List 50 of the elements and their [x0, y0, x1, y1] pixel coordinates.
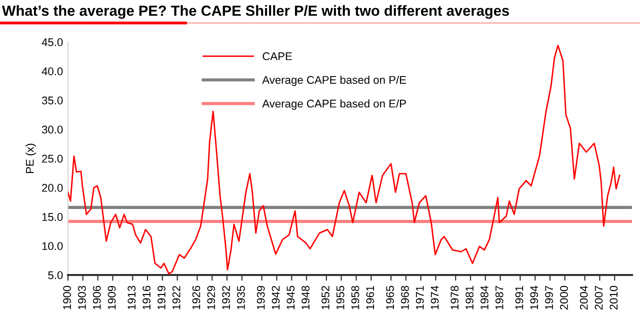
y-tick-label: 45.0: [42, 38, 63, 46]
x-tick-label: 1935: [237, 286, 245, 310]
x-tick-label: 1994: [530, 286, 538, 310]
x-tick-label: 1919: [158, 286, 166, 310]
y-tick-label: 15.0: [42, 213, 63, 221]
x-tick-label: 1948: [302, 286, 310, 310]
x-tick-label: 1968: [401, 286, 409, 310]
x-tick-label: 2004: [580, 286, 588, 310]
x-tick-label: 2007: [594, 286, 603, 310]
x-tick-label: 1932: [222, 286, 230, 310]
x-tick-label: 2010: [610, 286, 618, 310]
x-tick-label: 1903: [78, 286, 86, 310]
x-tick-label: 2000: [560, 286, 568, 310]
x-tick-label: 1906: [92, 286, 101, 310]
y-tick-label: 35.0: [42, 96, 63, 104]
x-tick-label: 1909: [108, 286, 116, 310]
legend-label: Average CAPE based on P/E: [262, 76, 406, 86]
x-tick-label: 1942: [272, 286, 280, 310]
x-tick-label: 1974: [430, 286, 439, 310]
x-tick-label: 1984: [480, 286, 488, 310]
y-tick-label: 5.0: [48, 271, 63, 280]
x-tick-label: 1987: [495, 286, 504, 310]
y-tick-label: 10.0: [42, 242, 63, 250]
y-tick-label: 20.0: [42, 184, 63, 192]
x-tick-label: 1958: [351, 286, 360, 310]
legend-label: Average CAPE based on E/P: [262, 99, 406, 110]
y-tick-label: 40.0: [42, 67, 63, 76]
x-tick-label: 1965: [386, 286, 394, 310]
y-axis-title: PE (x): [26, 144, 36, 174]
x-tick-label: 1971: [416, 286, 424, 310]
y-tick-label: 25.0: [42, 154, 63, 163]
x-tick-label: 1929: [207, 286, 216, 310]
x-tick-label: 1926: [192, 286, 200, 310]
x-tick-label: 1900: [63, 286, 71, 310]
x-tick-label: 1916: [142, 286, 150, 310]
x-tick-label: 1981: [466, 286, 474, 310]
y-tick-label: 30.0: [42, 126, 63, 134]
x-tick-label: 1952: [322, 286, 330, 310]
x-tick-label: 1955: [336, 286, 344, 310]
x-tick-label: 1939: [256, 286, 265, 310]
x-tick-label: 1991: [515, 286, 524, 310]
x-tick-label: 1913: [128, 286, 136, 310]
x-tick-label: 1997: [545, 286, 553, 310]
legend-label: CAPE: [262, 52, 292, 60]
x-tick-label: 1922: [172, 286, 180, 310]
x-tick-label: 1961: [366, 286, 374, 310]
x-tick-label: 1945: [286, 286, 295, 310]
line-series: [68, 44, 620, 275]
x-tick-label: 1978: [450, 286, 459, 310]
chart-title: What’s the average PE? The CAPE Shiller P/E with two different averages: [2, 5, 509, 19]
